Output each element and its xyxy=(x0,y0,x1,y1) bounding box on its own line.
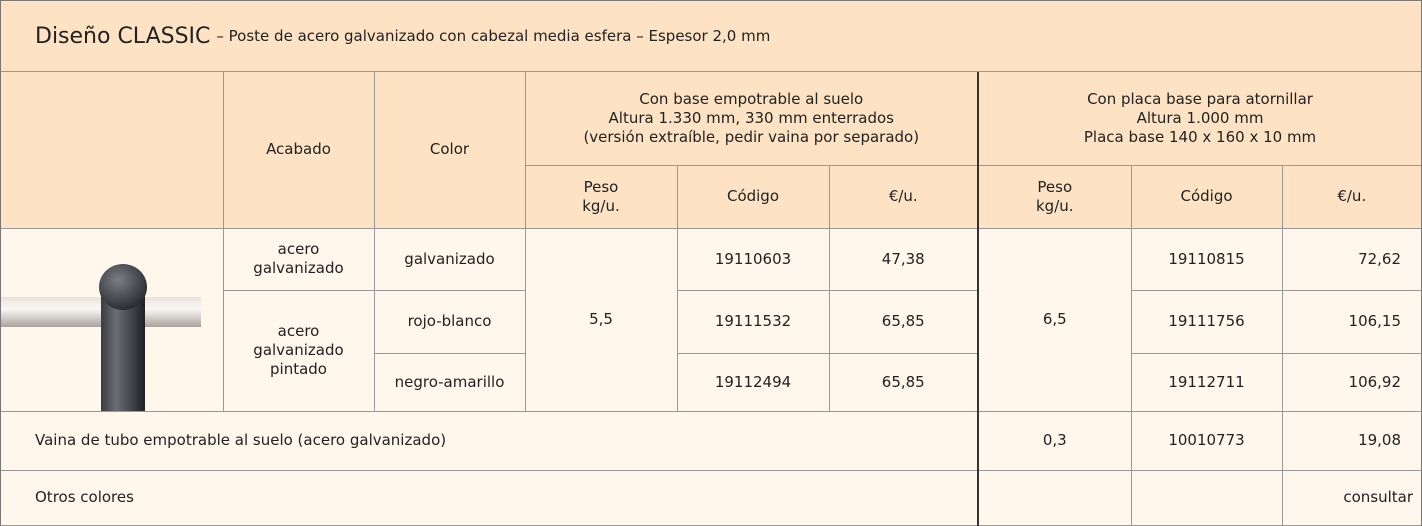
cell: consultar xyxy=(1282,470,1421,525)
post-illustration xyxy=(1,229,223,411)
cell: 19111756 xyxy=(1131,290,1282,353)
header-line: kg/u. xyxy=(582,197,620,215)
header-line: Con base empotrable al suelo xyxy=(639,90,863,108)
header-line: kg/u. xyxy=(1036,197,1074,215)
header-cell: €/u. xyxy=(1282,165,1421,228)
price-table: Acabado Color Con base empotrable al sue… xyxy=(1,72,1421,526)
cell: acero galvanizado xyxy=(223,228,374,290)
cell: 19112494 xyxy=(677,353,829,411)
cell: 72,62 xyxy=(1282,228,1421,290)
header-cell: Código xyxy=(677,165,829,228)
empty-header xyxy=(1,72,223,228)
cell: 65,85 xyxy=(829,290,978,353)
cell: 19112711 xyxy=(1131,353,1282,411)
title-sub: – Poste de acero galvanizado con cabezal… xyxy=(216,27,770,45)
cell: negro-amarillo xyxy=(374,353,525,411)
header-line: Peso xyxy=(584,178,619,196)
cell: 106,15 xyxy=(1282,290,1421,353)
cell: 47,38 xyxy=(829,228,978,290)
page: Diseño CLASSIC – Poste de acero galvaniz… xyxy=(0,0,1422,526)
cell: 5,5 xyxy=(525,228,677,411)
header-cell: Color xyxy=(374,72,525,228)
cell: rojo-blanco xyxy=(374,290,525,353)
cell: Vaina de tubo empotrable al suelo (acero… xyxy=(1,411,978,470)
title-main: Diseño CLASSIC xyxy=(35,24,210,49)
product-image xyxy=(1,228,223,411)
header-line: Altura 1.000 mm xyxy=(1137,109,1264,127)
cell: acero galvanizado pintado xyxy=(223,290,374,411)
empty-cell xyxy=(978,470,1131,525)
title-bar: Diseño CLASSIC – Poste de acero galvaniz… xyxy=(1,1,1421,72)
header-cell: Acabado xyxy=(223,72,374,228)
cell: galvanizado xyxy=(374,228,525,290)
cell: 0,3 xyxy=(978,411,1131,470)
cell: 10010773 xyxy=(1131,411,1282,470)
cell: 65,85 xyxy=(829,353,978,411)
header-line: Placa base 140 x 160 x 10 mm xyxy=(1084,128,1316,146)
header-line: Altura 1.330 mm, 330 mm enterrados xyxy=(609,109,894,127)
header-line: Peso xyxy=(1037,178,1072,196)
cell: 106,92 xyxy=(1282,353,1421,411)
cell: 19,08 xyxy=(1282,411,1421,470)
cell: 19110815 xyxy=(1131,228,1282,290)
header-line: (versión extraíble, pedir vaina por sepa… xyxy=(583,128,919,146)
cell: Otros colores xyxy=(1,470,978,525)
header-cell: Código xyxy=(1131,165,1282,228)
header-cell: €/u. xyxy=(829,165,978,228)
empty-cell xyxy=(1131,470,1282,525)
cell: 6,5 xyxy=(978,228,1131,411)
header-line: Con placa base para atornillar xyxy=(1087,90,1313,108)
cell: 19111532 xyxy=(677,290,829,353)
cell: 19110603 xyxy=(677,228,829,290)
